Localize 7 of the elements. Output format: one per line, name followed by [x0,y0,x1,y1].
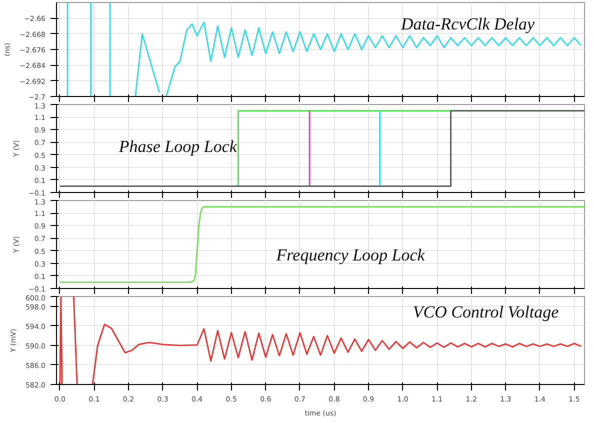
line-series [59,206,584,283]
line-series [92,324,582,384]
text: Frequency Loop Lock [275,246,426,264]
line-series [134,33,160,96]
chart-title: VCO Control Voltage [412,302,560,322]
text: Phase Loop Lock [118,137,238,156]
text: Data-RcvClk Delay [400,14,536,34]
